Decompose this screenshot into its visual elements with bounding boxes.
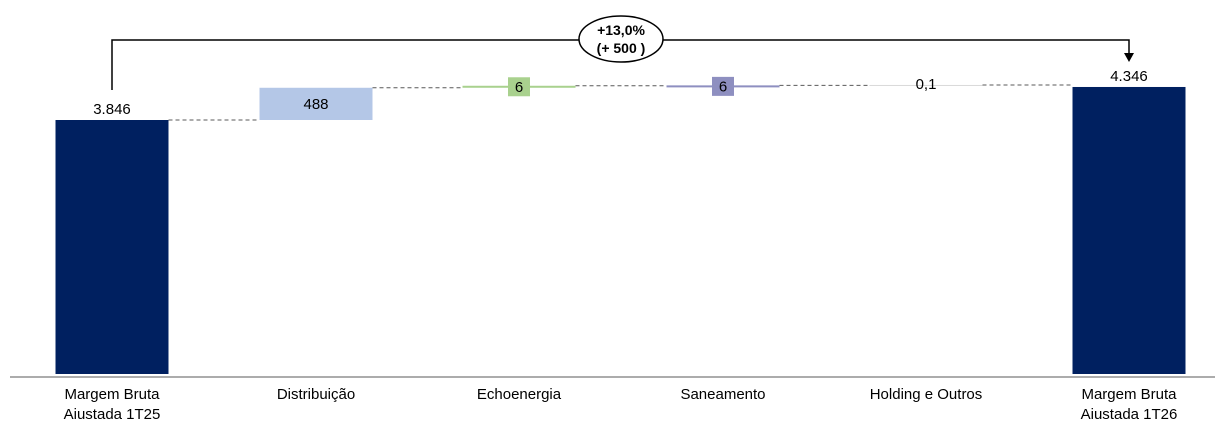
- data-label-5: 4.346: [1110, 68, 1148, 85]
- bar-1: [259, 87, 373, 120]
- data-label-2: 6: [515, 79, 523, 96]
- data-label-box-2: [508, 77, 530, 97]
- category-label-5-0: Margem Bruta: [1081, 386, 1177, 403]
- category-label-2-0: Echoenergia: [477, 386, 562, 403]
- bar-0: [55, 120, 169, 374]
- callout-text-1: (+ 500 ): [597, 40, 646, 56]
- callout-text-0: +13,0%: [597, 22, 645, 38]
- callout-ellipse: [578, 15, 664, 63]
- bar-4: [869, 84, 983, 86]
- data-label-4: 0,1: [916, 76, 937, 93]
- data-label-3: 6: [719, 78, 727, 95]
- category-label-0-1: Aiustada 1T25: [64, 406, 161, 421]
- category-label-5-1: Aiustada 1T26: [1081, 406, 1178, 421]
- callout-arrowhead: [1124, 53, 1134, 62]
- bar-5: [1072, 86, 1186, 375]
- category-label-0-0: Margem Bruta: [64, 386, 160, 403]
- bars-group: [55, 84, 1186, 375]
- data-label-1: 488: [303, 96, 328, 113]
- category-labels-group: Margem Bruta Aiustada 1T25 Distribuição Ech…: [64, 386, 1178, 421]
- category-label-4-0: Holding e Outros: [870, 386, 983, 403]
- data-label-box-3: [712, 76, 734, 96]
- category-label-3-0: Saneamento: [680, 386, 765, 403]
- connector-lines: [168, 84, 1073, 121]
- data-label-0: 3.846: [93, 101, 131, 118]
- data-labels-group: 3.846 488 6 6 0,1 4.346: [93, 68, 1148, 118]
- category-label-1-0: Distribuição: [277, 386, 355, 403]
- growth-callout: +13,0% (+ 500 ): [111, 15, 1134, 90]
